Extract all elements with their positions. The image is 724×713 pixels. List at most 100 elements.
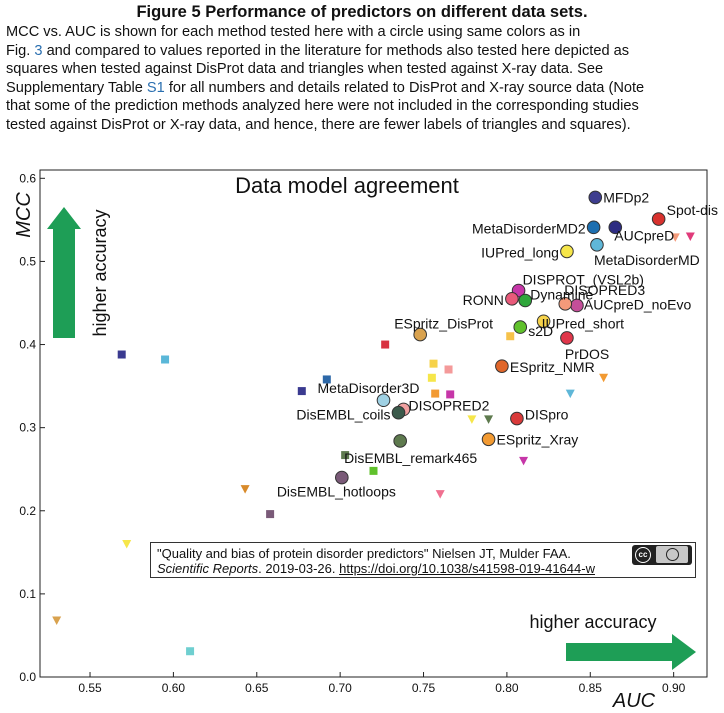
disprot-square bbox=[341, 451, 350, 460]
method-circle bbox=[495, 359, 509, 373]
x-tick-label: 0.80 bbox=[495, 681, 519, 695]
method-label: s2D bbox=[528, 323, 553, 339]
method-circle bbox=[560, 244, 574, 259]
xray-triangle bbox=[685, 232, 695, 241]
caption-line: squares when tested against DisProt data… bbox=[6, 61, 604, 78]
xray-triangle bbox=[52, 616, 62, 625]
disprot-square bbox=[161, 355, 170, 364]
disprot-square bbox=[506, 332, 515, 341]
disprot-square bbox=[322, 375, 331, 384]
x-axis-label: AUC bbox=[612, 690, 656, 712]
xray-triangle bbox=[467, 415, 477, 424]
figure-caption: Figure 5 Performance of predictors on di… bbox=[6, 2, 718, 135]
method-circle bbox=[481, 432, 496, 447]
y-axis-label: MCC bbox=[13, 192, 35, 238]
disprot-square bbox=[381, 340, 390, 349]
method-label: MFDp2 bbox=[603, 189, 649, 205]
left-arrow: higher accuracy bbox=[47, 207, 110, 338]
caption-line: Fig. 3 and compared to values reported i… bbox=[6, 42, 718, 61]
x-tick-label: 0.65 bbox=[245, 681, 269, 695]
method-labels: MFDp2 Spot-dis MetaDisorderMD2 AUCpreD MetaD… bbox=[277, 189, 718, 499]
disprot-square bbox=[297, 387, 306, 396]
method-label: ESpritz_DisProt bbox=[394, 316, 493, 332]
method-circles bbox=[335, 190, 666, 485]
bottom-arrow: higher accuracy bbox=[529, 612, 696, 670]
xray-triangle bbox=[565, 389, 575, 399]
method-circle bbox=[588, 190, 603, 205]
disprot-square bbox=[446, 390, 455, 399]
disprot-squares bbox=[117, 332, 515, 656]
caption-text: Supplementary Table bbox=[6, 79, 147, 96]
method-circle bbox=[510, 411, 524, 426]
citation-source: Scientific Reports. 2019-03-26. https://… bbox=[157, 561, 689, 576]
caption-text: and compared to values reported in the l… bbox=[42, 42, 630, 59]
disprot-square bbox=[444, 365, 453, 374]
caption-line: Supplementary Table S1 for all numbers a… bbox=[6, 79, 718, 98]
doi-link[interactable]: https://doi.org/10.1038/s41598-019-41644… bbox=[339, 561, 595, 576]
caption-text: for all numbers and details related to D… bbox=[164, 79, 645, 96]
method-label: AUCpreD bbox=[614, 227, 674, 243]
method-label: AUCpreD_noEvo bbox=[584, 296, 692, 312]
method-circle bbox=[586, 220, 601, 235]
x-tick-label: 0.85 bbox=[579, 681, 603, 695]
bottom-arrow-label: higher accuracy bbox=[529, 612, 656, 632]
method-label: MetaDisorderMD2 bbox=[472, 220, 586, 236]
xray-triangle bbox=[122, 540, 132, 549]
y-tick-label: 0.6 bbox=[19, 171, 36, 185]
x-tick-label: 0.60 bbox=[162, 681, 186, 695]
method-label: DISOPRED3 bbox=[564, 282, 645, 298]
xray-triangle bbox=[484, 415, 494, 424]
cc-by-license-icon: cc bbox=[632, 545, 692, 565]
chart-title: Data model agreement bbox=[235, 173, 459, 198]
xray-triangle bbox=[519, 456, 529, 466]
method-circle bbox=[536, 314, 551, 329]
citation-box: "Quality and bias of protein disorder pr… bbox=[150, 542, 696, 578]
y-tick-label: 0.2 bbox=[19, 504, 36, 518]
table-s1-link[interactable]: S1 bbox=[146, 79, 165, 96]
disprot-square bbox=[429, 359, 438, 368]
xray-triangles bbox=[52, 232, 695, 625]
caption-line: MCC vs. AUC is shown for each method tes… bbox=[6, 24, 581, 40]
up-arrow-icon bbox=[47, 207, 81, 338]
xray-triangle bbox=[240, 485, 250, 494]
caption-line: tested against DisProt or X-ray data, an… bbox=[6, 116, 631, 133]
method-label: DisEMBL_remark465 bbox=[344, 450, 477, 466]
method-circle bbox=[590, 238, 604, 252]
x-axis: 0.55 0.60 0.65 0.70 0.75 0.80 0.85 0.90 bbox=[78, 672, 686, 695]
method-circle bbox=[376, 393, 391, 408]
citation-quote: "Quality and bias of protein disorder pr… bbox=[157, 546, 571, 561]
caption-text: Fig. bbox=[6, 42, 35, 59]
citation-date: . 2019-03-26. bbox=[258, 561, 340, 576]
disprot-square bbox=[431, 389, 440, 398]
method-label: IUPred_long bbox=[481, 244, 559, 260]
figure-title: Figure 5 Performance of predictors on di… bbox=[136, 3, 588, 21]
plot-frame bbox=[39, 169, 708, 678]
method-label: IUPred_short bbox=[542, 315, 625, 331]
method-label: DisEMBL_coils bbox=[296, 407, 390, 423]
figure-3-link[interactable]: 3 bbox=[34, 42, 43, 59]
method-circle bbox=[393, 434, 407, 448]
method-label: MetaDisorder3D bbox=[318, 380, 420, 396]
method-label: DisEMBL_hotloops bbox=[277, 484, 396, 500]
xray-triangle bbox=[435, 490, 445, 499]
xray-triangle bbox=[670, 233, 680, 242]
disprot-square bbox=[117, 350, 126, 359]
disprot-square bbox=[186, 647, 195, 656]
disprot-square bbox=[427, 373, 436, 382]
method-circle bbox=[651, 212, 666, 226]
method-circle bbox=[513, 320, 528, 334]
method-label: ESpritz_NMR bbox=[510, 359, 595, 375]
method-circle bbox=[558, 297, 573, 311]
x-tick-label: 0.90 bbox=[662, 681, 686, 695]
method-label: Dynamine bbox=[530, 286, 593, 302]
by-icon bbox=[656, 546, 688, 563]
y-tick-label: 0.1 bbox=[19, 587, 36, 601]
disprot-square bbox=[369, 466, 378, 475]
x-tick-label: 0.55 bbox=[78, 681, 102, 695]
method-label: DISpro bbox=[525, 407, 569, 423]
method-label: MetaDisorderMD bbox=[594, 252, 700, 268]
x-tick-label: 0.70 bbox=[328, 681, 352, 695]
journal-name: Scientific Reports bbox=[157, 561, 259, 576]
figure-description: MCC vs. AUC is shown for each method tes… bbox=[6, 23, 718, 135]
y-tick-label: 0.4 bbox=[19, 338, 36, 352]
